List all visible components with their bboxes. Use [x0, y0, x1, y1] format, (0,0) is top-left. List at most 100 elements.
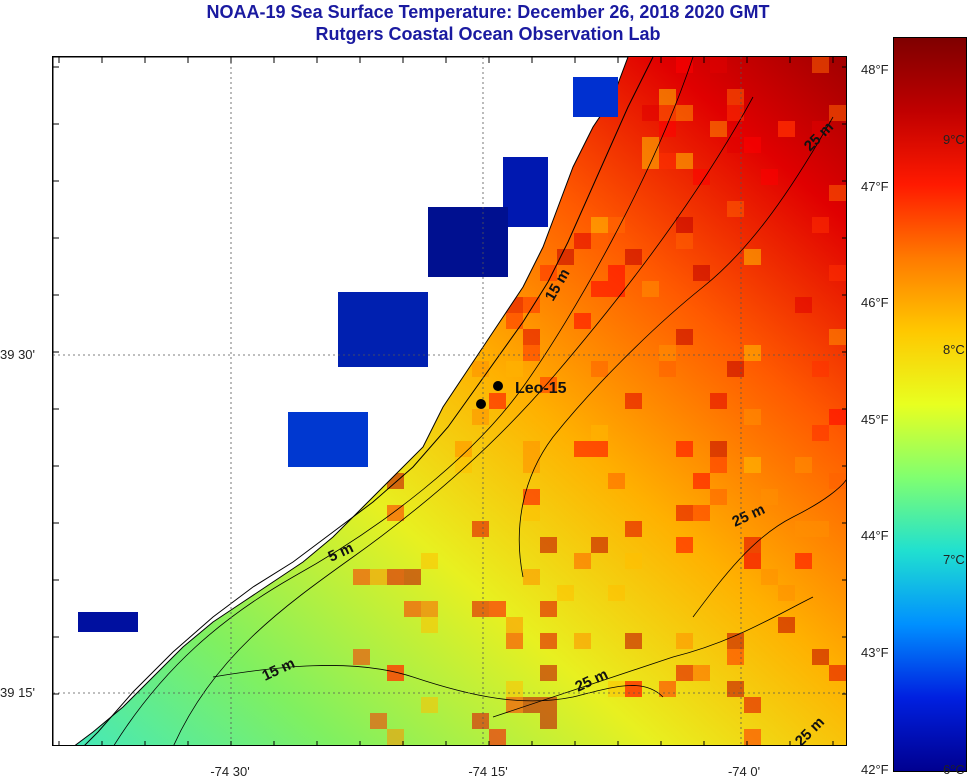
sst-pixel: [625, 681, 642, 697]
sst-pixel: [846, 57, 847, 73]
latitude-label: 39 30': [0, 347, 36, 362]
sst-pixel: [642, 105, 659, 121]
colorbar-c-label: 9°C: [943, 132, 965, 147]
sst-pixel: [727, 681, 744, 697]
sst-pixel: [710, 393, 727, 409]
sst-pixel: [387, 665, 404, 681]
sst-pixel: [727, 361, 744, 377]
sst-pixel: [353, 569, 370, 585]
sst-pixel: [557, 585, 574, 601]
colorbar-c-label: 8°C: [943, 342, 965, 357]
sst-pixel: [676, 217, 693, 233]
sst-pixel: [472, 521, 489, 537]
colorbar-f-label: 42°F: [861, 762, 889, 777]
sst-pixel: [472, 409, 489, 425]
sst-pixel: [557, 249, 574, 265]
sst-pixel: [727, 633, 744, 649]
sst-pixel: [812, 521, 829, 537]
sst-pixel: [574, 441, 591, 457]
sst-pixel: [659, 153, 676, 169]
sst-pixel: [455, 457, 472, 473]
sst-pixel: [812, 361, 829, 377]
sst-pixel: [744, 345, 761, 361]
sst-pixel: [523, 457, 540, 473]
colorbar-f-label: 45°F: [861, 412, 889, 427]
sst-pixel: [523, 489, 540, 505]
sst-pixel: [829, 185, 846, 201]
sst-pixel: [540, 265, 557, 281]
sst-pixel: [727, 137, 744, 153]
sst-pixel: [540, 697, 557, 713]
sst-pixel: [710, 457, 727, 473]
sst-pixel: [710, 121, 727, 137]
sst-pixel: [472, 601, 489, 617]
latitude-label: 39 15': [0, 685, 36, 700]
sst-pixel: [710, 489, 727, 505]
sst-pixel: [642, 281, 659, 297]
sst-pixel: [591, 425, 608, 441]
sst-pixel: [659, 361, 676, 377]
sst-pixel: [829, 265, 846, 281]
sst-pixel: [421, 617, 438, 633]
sst-pixel: [744, 729, 761, 745]
sst-pixel: [591, 281, 608, 297]
leo15-node-marker[interactable]: [493, 381, 503, 391]
sst-pixel: [829, 665, 846, 681]
sst-pixel: [387, 729, 404, 745]
sst-pixel: [506, 361, 523, 377]
colorbar-f-label: 44°F: [861, 528, 889, 543]
sst-pixel: [353, 649, 370, 665]
sst-pixel: [693, 169, 710, 185]
sst-pixel: [506, 633, 523, 649]
leo15-node-marker[interactable]: [476, 399, 486, 409]
sst-pixel: [540, 713, 557, 729]
sst-pixel: [829, 473, 846, 489]
sst-pixel: [625, 521, 642, 537]
barrier-island: [84, 57, 654, 745]
sst-pixel: [455, 441, 472, 457]
sst-pixel: [472, 713, 489, 729]
sst-pixel: [608, 473, 625, 489]
sst-pixel: [676, 233, 693, 249]
sst-pixel: [761, 169, 778, 185]
sst-pixel: [676, 153, 693, 169]
sst-pixel: [608, 681, 625, 697]
sst-pixel: [591, 537, 608, 553]
sst-pixel: [659, 681, 676, 697]
longitude-label: -74 30': [210, 764, 250, 779]
sst-pixel: [676, 105, 693, 121]
sst-pixel: [744, 537, 761, 553]
sst-pixel: [489, 393, 506, 409]
sst-pixel: [591, 441, 608, 457]
sst-pixel: [608, 281, 625, 297]
sst-pixel: [710, 441, 727, 457]
sst-pixel: [778, 121, 795, 137]
sst-pixel: [625, 553, 642, 569]
sst-pixel: [829, 105, 846, 121]
sst-pixel: [421, 553, 438, 569]
sst-pixel: [846, 489, 847, 505]
sst-pixel: [659, 105, 676, 121]
sst-pixel: [846, 233, 847, 249]
sst-pixel: [404, 569, 421, 585]
sst-pixel: [574, 633, 591, 649]
sst-pixel: [438, 745, 455, 746]
sst-pixel: [540, 537, 557, 553]
sst-pixel: [829, 409, 846, 425]
sst-pixel: [778, 585, 795, 601]
temperature-colorbar: [893, 37, 967, 772]
sst-pixel: [744, 553, 761, 569]
sst-pixel: [625, 393, 642, 409]
sst-pixel: [710, 745, 727, 746]
sst-pixel: [370, 713, 387, 729]
cold-inland-pixels: [78, 77, 618, 632]
colorbar-f-label: 48°F: [861, 62, 889, 77]
sst-pixel: [489, 729, 506, 745]
sst-pixel: [506, 697, 523, 713]
sst-map[interactable]: 15 m 5 m 15 m 25 m 25 m 25 m 25 m Leo-15: [52, 56, 847, 746]
sst-pixel: [540, 601, 557, 617]
sst-pixel: [727, 201, 744, 217]
sst-pixel: [676, 329, 693, 345]
sst-pixel: [846, 665, 847, 681]
sst-pixel: [812, 57, 829, 73]
